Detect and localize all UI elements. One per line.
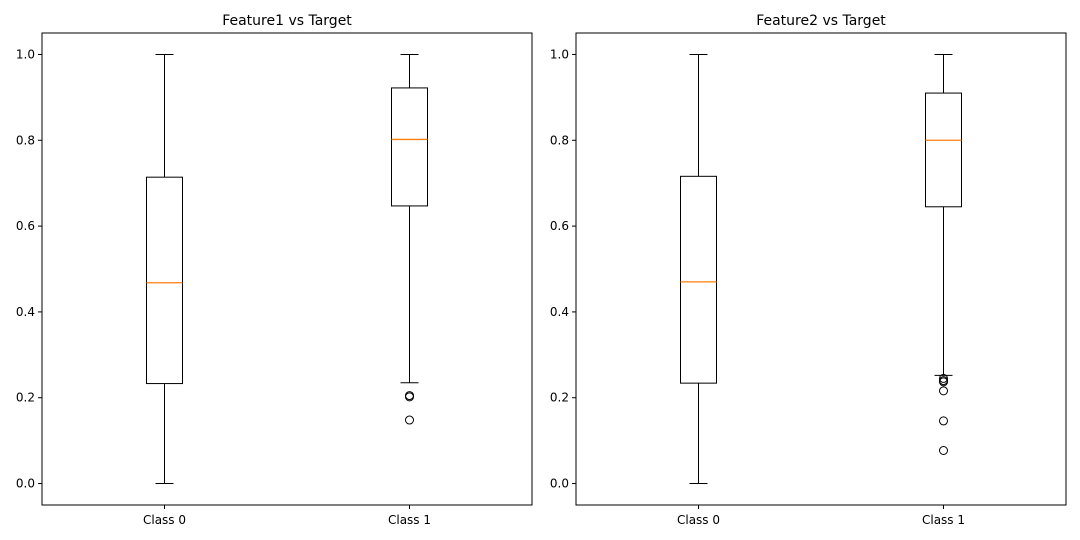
chart-2-box-2-outlier-point (939, 373, 948, 383)
chart-1-y-tick-label: 0.0 (16, 477, 35, 491)
chart-2-x-tick-label: Class 1 (922, 513, 965, 527)
chart-1-title: Feature1 vs Target (222, 13, 352, 29)
chart-2-y-tick-label: 0.0 (550, 477, 569, 491)
chart-1-y-tick-label: 0.4 (16, 305, 35, 319)
chart-1-y-tick-label: 0.2 (16, 391, 35, 405)
chart-1-box-2-iqr-box (391, 87, 428, 207)
chart-2-box-2-outlier-point (939, 377, 948, 387)
chart-2-box-2-outlier-point (939, 416, 948, 426)
chart-2-y-tick-label: 0.4 (550, 305, 569, 319)
chart-2-box-1-iqr-box (680, 175, 717, 384)
chart-2-box-2-outlier-point (939, 386, 948, 396)
chart-2-y-tick-label: 0.8 (550, 133, 569, 147)
chart-2-x-tick-label: Class 0 (677, 513, 720, 527)
chart-2-y-tick-label: 0.6 (550, 219, 569, 233)
chart-1-box-2-outlier-point (405, 392, 414, 402)
chart-1-y-tick-label: 0.8 (16, 133, 35, 147)
chart-2-title: Feature2 vs Target (756, 13, 886, 29)
chart-2-y-tick-label: 1.0 (550, 47, 569, 61)
chart-1-y-tick-label: 0.6 (16, 219, 35, 233)
chart-1-x-tick-label: Class 1 (388, 513, 431, 527)
chart-2-box-2-iqr-box (925, 92, 962, 208)
chart-2-y-tick-label: 0.2 (550, 391, 569, 405)
chart-1-axes-frame (41, 32, 533, 506)
chart-1-y-tick-label: 1.0 (16, 47, 35, 61)
chart-1-box-1-iqr-box (146, 176, 183, 385)
chart-2-box-2-outlier-point (939, 446, 948, 456)
chart-1-x-tick-label: Class 0 (143, 513, 186, 527)
chart-2-axes-frame (575, 32, 1067, 506)
chart-1-box-2-outlier-point (405, 415, 414, 425)
